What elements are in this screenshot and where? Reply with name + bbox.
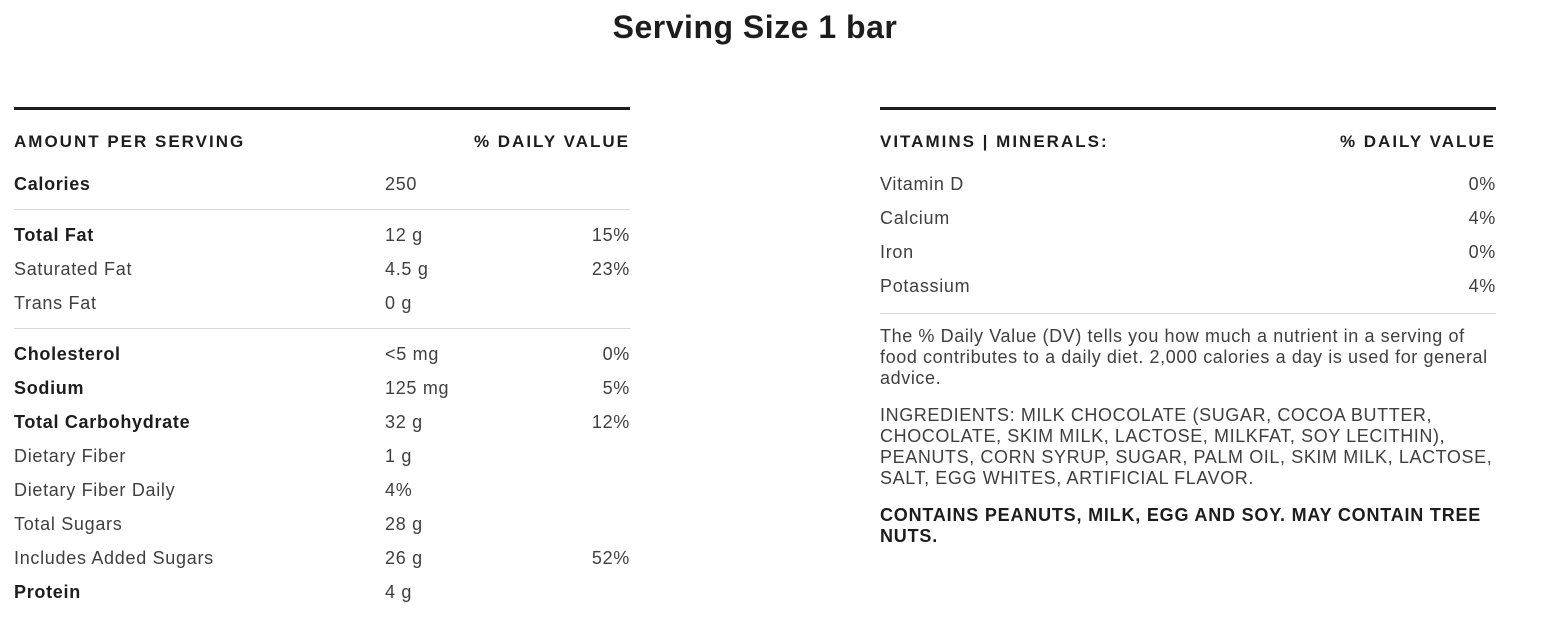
nutrient-amount: 12 g bbox=[385, 225, 423, 245]
daily-value-heading: % DAILY VALUE bbox=[1339, 132, 1496, 151]
nutrient-label: Potassium bbox=[880, 276, 971, 296]
nutrient-label: Trans Fat bbox=[14, 293, 97, 313]
nutrient-daily-value: 0% bbox=[1468, 174, 1496, 194]
nutrient-amount: 28 g bbox=[385, 514, 423, 534]
nutrient-daily-value: 15% bbox=[591, 225, 630, 245]
nutrient-daily-value: 0% bbox=[602, 344, 630, 364]
section-divider bbox=[880, 313, 1496, 314]
nutrient-label: Dietary Fiber Daily bbox=[14, 480, 176, 500]
nutrient-amount: 125 mg bbox=[385, 378, 450, 398]
nutrient-daily-value bbox=[520, 295, 630, 311]
table-header: VITAMINS | MINERALS: % DAILY VALUE bbox=[880, 110, 1496, 167]
nutrient-label: Saturated Fat bbox=[14, 259, 133, 279]
nutrient-label: Cholesterol bbox=[14, 344, 121, 364]
vitamins-minerals-heading: VITAMINS | MINERALS: bbox=[880, 132, 1109, 151]
nutrient-label: Total Fat bbox=[14, 225, 94, 245]
table-row: Includes Added Sugars 26 g 52% bbox=[14, 541, 630, 575]
nutrient-daily-value bbox=[520, 448, 630, 464]
table-row: Cholesterol <5 mg 0% bbox=[14, 337, 630, 371]
nutrition-panel: Serving Size 1 bar AMOUNT PER SERVING % … bbox=[14, 0, 1496, 609]
table-header: AMOUNT PER SERVING % DAILY VALUE bbox=[14, 110, 630, 167]
nutrient-daily-value: 52% bbox=[591, 548, 630, 568]
amount-per-serving-table: AMOUNT PER SERVING % DAILY VALUE Calorie… bbox=[14, 107, 630, 609]
nutrient-daily-value: 4% bbox=[1468, 276, 1496, 296]
nutrient-amount: 4% bbox=[385, 480, 413, 500]
nutrient-label: Dietary Fiber bbox=[14, 446, 127, 466]
table-row: Total Fat 12 g 15% bbox=[14, 218, 630, 252]
nutrient-amount: <5 mg bbox=[385, 344, 440, 364]
table-row: Sodium 125 mg 5% bbox=[14, 371, 630, 405]
table-row: Trans Fat 0 g bbox=[14, 286, 630, 320]
nutrient-label: Total Carbohydrate bbox=[14, 412, 191, 432]
nutrient-amount: 4 g bbox=[385, 582, 413, 602]
table-row: Total Carbohydrate 32 g 12% bbox=[14, 405, 630, 439]
nutrition-columns: AMOUNT PER SERVING % DAILY VALUE Calorie… bbox=[14, 107, 1496, 609]
vitamins-minerals-table: VITAMINS | MINERALS: % DAILY VALUE Vitam… bbox=[880, 107, 1496, 609]
nutrient-daily-value: 4% bbox=[1468, 208, 1496, 228]
nutrient-daily-value bbox=[520, 584, 630, 600]
table-row: Total Sugars 28 g bbox=[14, 507, 630, 541]
table-row: Vitamin D 0% bbox=[880, 167, 1496, 201]
nutrient-daily-value bbox=[520, 482, 630, 498]
daily-value-heading: % DAILY VALUE bbox=[473, 132, 630, 151]
table-row: Iron 0% bbox=[880, 235, 1496, 269]
nutrient-amount: 250 bbox=[385, 174, 418, 194]
nutrient-daily-value: 0% bbox=[1468, 242, 1496, 262]
nutrient-amount: 26 g bbox=[385, 548, 423, 568]
nutrient-label: Iron bbox=[880, 242, 914, 262]
nutrient-label: Vitamin D bbox=[880, 174, 964, 194]
daily-value-note: The % Daily Value (DV) tells you how muc… bbox=[880, 326, 1488, 388]
page-title: Serving Size 1 bar bbox=[612, 9, 898, 45]
table-row: Dietary Fiber 1 g bbox=[14, 439, 630, 473]
nutrient-daily-value: 12% bbox=[591, 412, 630, 432]
allergen-statement: CONTAINS PEANUTS, MILK, EGG AND SOY. MAY… bbox=[880, 505, 1482, 546]
nutrient-daily-value bbox=[520, 516, 630, 532]
nutrient-amount: 1 g bbox=[385, 446, 413, 466]
table-row: Calories 250 bbox=[14, 167, 630, 201]
nutrient-daily-value bbox=[520, 176, 630, 192]
nutrient-label: Includes Added Sugars bbox=[14, 548, 214, 568]
table-row: Saturated Fat 4.5 g 23% bbox=[14, 252, 630, 286]
nutrient-amount: 32 g bbox=[385, 412, 423, 432]
table-row: Dietary Fiber Daily 4% bbox=[14, 473, 630, 507]
ingredients-text: INGREDIENTS: MILK CHOCOLATE (SUGAR, COCO… bbox=[880, 405, 1493, 488]
section-divider bbox=[14, 209, 630, 210]
section-divider bbox=[14, 328, 630, 329]
nutrient-daily-value: 23% bbox=[591, 259, 630, 279]
nutrient-label: Sodium bbox=[14, 378, 85, 398]
nutrient-label: Protein bbox=[14, 582, 81, 602]
table-row: Potassium 4% bbox=[880, 269, 1496, 303]
nutrient-daily-value: 5% bbox=[602, 378, 630, 398]
nutrient-label: Total Sugars bbox=[14, 514, 123, 534]
nutrient-label: Calories bbox=[14, 174, 91, 194]
amount-per-serving-heading: AMOUNT PER SERVING bbox=[14, 132, 246, 151]
nutrient-amount: 4.5 g bbox=[385, 259, 429, 279]
nutrient-label: Calcium bbox=[880, 208, 950, 228]
nutrient-amount: 0 g bbox=[385, 293, 413, 313]
table-row: Protein 4 g bbox=[14, 575, 630, 609]
table-row: Calcium 4% bbox=[880, 201, 1496, 235]
